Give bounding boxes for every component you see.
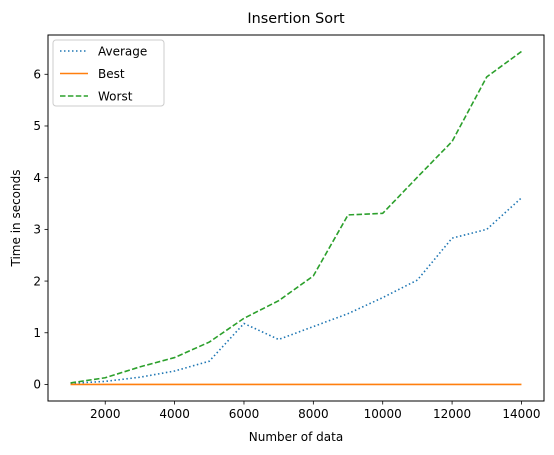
x-tick-label: 8000: [298, 407, 329, 421]
x-tick-label: 12000: [433, 407, 471, 421]
y-axis-label: Time in seconds: [9, 170, 23, 268]
x-axis-ticks: 2000 4000 6000 8000 10000 12000 14000: [90, 401, 541, 421]
y-tick-label: 2: [33, 274, 41, 288]
y-tick-label: 5: [33, 119, 41, 133]
y-tick-label: 1: [33, 326, 41, 340]
legend-label-best: Best: [98, 67, 125, 81]
legend-box: [52, 39, 165, 107]
x-tick-label: 4000: [159, 407, 190, 421]
y-tick-label: 3: [33, 223, 41, 237]
x-tick-label: 14000: [502, 407, 540, 421]
y-tick-label: 0: [33, 378, 41, 392]
series-line-worst: [70, 50, 522, 384]
series-line-average: [70, 197, 522, 385]
legend-label-average: Average: [98, 44, 147, 58]
y-tick-label: 6: [33, 67, 41, 81]
legend-label-worst: Worst: [98, 89, 133, 103]
y-tick-label: 4: [33, 171, 41, 185]
plot-area-frame: [47, 34, 545, 402]
x-tick-label: 10000: [364, 407, 402, 421]
chart-title: Insertion Sort: [247, 11, 345, 27]
y-axis-ticks: 0 1 2 3 4 5 6: [33, 67, 48, 392]
x-tick-label: 2000: [90, 407, 121, 421]
x-tick-label: 6000: [229, 407, 260, 421]
series-layer: [70, 50, 522, 386]
x-axis-label: Number of data: [249, 430, 343, 444]
legend: Average Best Worst: [52, 39, 165, 107]
